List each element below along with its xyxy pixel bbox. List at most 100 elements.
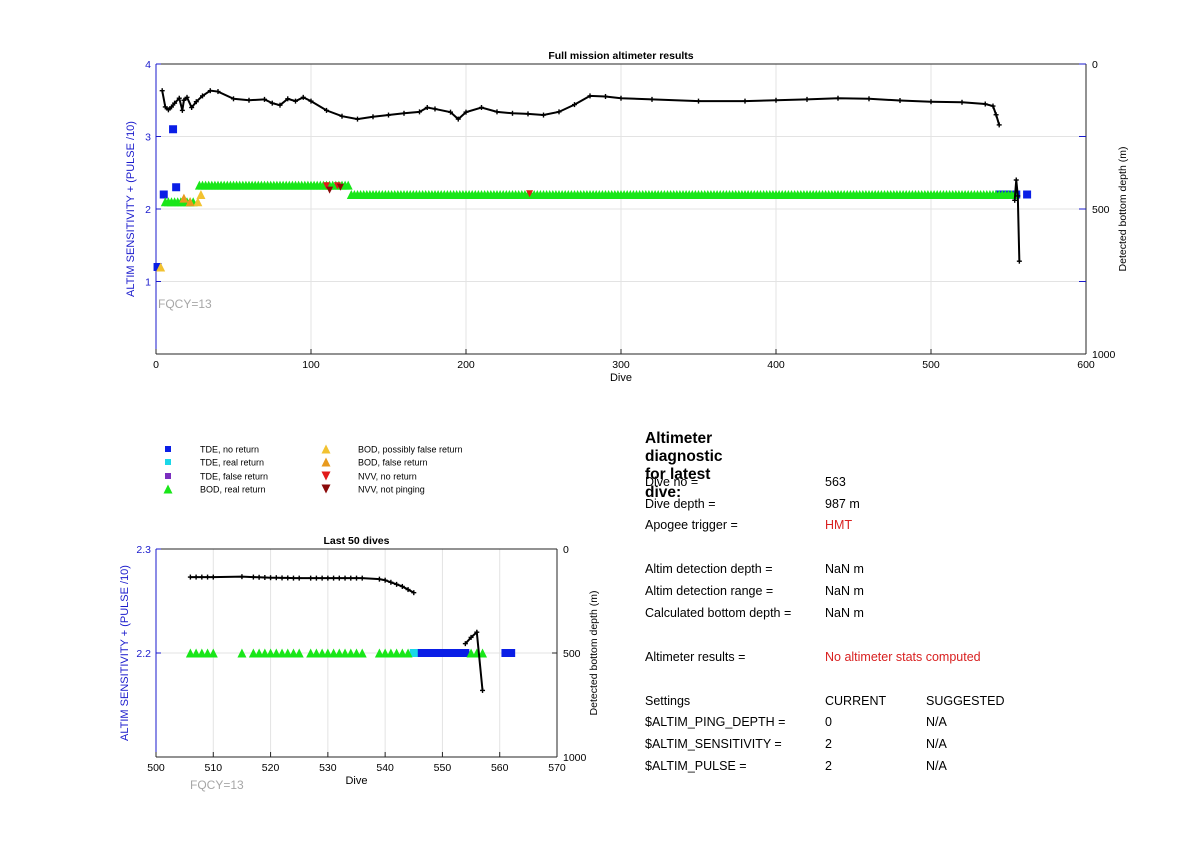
depth-point xyxy=(773,97,779,103)
depth-point xyxy=(455,116,461,122)
series-bod-real-return xyxy=(160,180,1020,207)
depth-point xyxy=(1012,197,1018,203)
data-point xyxy=(237,648,247,658)
depth-point xyxy=(165,107,171,113)
diag-label-apogee-trigger: Apogee trigger = xyxy=(645,518,738,532)
y2-tick-label: 1000 xyxy=(1092,349,1116,361)
data-point xyxy=(421,649,430,657)
depth-point xyxy=(603,93,608,99)
diag-value-bottom-depth: NaN m xyxy=(825,606,864,620)
data-point xyxy=(461,649,470,657)
data-point xyxy=(277,648,287,658)
x-tick-label: 500 xyxy=(147,762,165,774)
y-tick-label: 3 xyxy=(145,132,151,144)
depth-point xyxy=(401,110,407,116)
data-point xyxy=(172,183,181,192)
data-point xyxy=(478,648,488,658)
data-point xyxy=(444,649,453,657)
legend-item: BOD, false return xyxy=(321,457,428,468)
diag-value-dive-depth: 987 m xyxy=(825,497,860,511)
setting-current-pulse: 2 xyxy=(825,759,832,773)
data-point xyxy=(392,648,402,658)
data-point xyxy=(357,648,367,658)
data-point xyxy=(526,190,534,198)
data-point xyxy=(266,648,276,658)
x-tick-label: 560 xyxy=(491,762,509,774)
depth-point xyxy=(928,99,934,105)
depth-point xyxy=(572,102,577,108)
depth-point xyxy=(273,575,279,581)
depth-point xyxy=(479,105,484,110)
data-point xyxy=(179,193,189,203)
depth-point xyxy=(959,99,965,105)
data-point xyxy=(336,183,344,191)
x-axis-label: Dive xyxy=(345,775,367,787)
data-point xyxy=(352,648,361,658)
depth-point xyxy=(480,687,486,693)
y2-tick-label: 0 xyxy=(1092,59,1098,71)
diag-value-apogee-trigger: HMT xyxy=(825,518,853,532)
legend-label: BOD, possibly false return xyxy=(358,445,463,455)
series-nvv-not-pinging xyxy=(326,183,344,194)
setting-suggested-pulse: N/A xyxy=(926,759,947,773)
depth-point xyxy=(199,574,205,580)
x-tick-label: 0 xyxy=(153,359,159,371)
depth-point xyxy=(525,111,531,117)
setting-suggested-sensitivity: N/A xyxy=(926,737,947,751)
diag-label-detection-depth: Altim detection depth = xyxy=(645,562,773,576)
depth-point xyxy=(462,641,468,647)
depth-point xyxy=(279,575,285,581)
depth-point xyxy=(231,96,236,102)
data-point xyxy=(254,648,264,658)
data-point xyxy=(203,648,213,658)
depth-point xyxy=(982,101,988,107)
y2-tick-label: 0 xyxy=(563,544,569,556)
data-point xyxy=(317,648,327,658)
depth-point xyxy=(386,112,391,118)
series-bod-possibly-false-return xyxy=(156,190,206,272)
fqcy-annotation: FQCY=13 xyxy=(158,297,212,311)
series-detected-bottom-depth xyxy=(159,88,1002,128)
depth-point xyxy=(176,95,182,101)
diag-label-bottom-depth: Calculated bottom depth = xyxy=(645,606,792,620)
depth-point xyxy=(313,575,319,581)
depth-point xyxy=(269,100,275,106)
data-point xyxy=(466,648,476,658)
data-point xyxy=(501,649,510,657)
data-point xyxy=(306,648,316,658)
legend-item: TDE, no return xyxy=(165,445,259,455)
depth-point xyxy=(382,577,388,583)
depth-point xyxy=(187,574,193,580)
depth-point xyxy=(336,575,342,581)
x-tick-label: 200 xyxy=(457,359,475,371)
legend-item: NVV, no return xyxy=(321,471,417,482)
y-tick-label: 1 xyxy=(145,277,151,289)
depth-point xyxy=(804,96,810,102)
legend-label: TDE, false return xyxy=(200,472,268,482)
data-point xyxy=(191,648,201,658)
legend-label: TDE, no return xyxy=(200,445,259,455)
depth-point xyxy=(285,575,291,581)
data-point xyxy=(185,197,195,207)
depth-point xyxy=(162,104,168,110)
depth-point xyxy=(424,105,430,110)
depth-point xyxy=(308,575,314,581)
data-point xyxy=(507,649,516,657)
depth-point xyxy=(474,629,480,635)
series-detected-bottom-depth xyxy=(187,574,417,596)
y-tick-label: 2 xyxy=(145,204,151,216)
depth-point xyxy=(215,89,221,95)
depth-line xyxy=(1013,179,1021,262)
x-tick-label: 300 xyxy=(612,359,630,371)
data-point xyxy=(197,648,207,658)
legend-marker xyxy=(321,484,331,494)
data-point xyxy=(196,190,206,199)
data-point xyxy=(326,186,334,194)
data-point xyxy=(334,648,344,658)
depth-point xyxy=(897,98,903,104)
data-point xyxy=(403,648,413,658)
data-point xyxy=(397,648,407,658)
depth-point xyxy=(300,94,306,100)
setting-current-ping-depth: 0 xyxy=(825,715,832,729)
